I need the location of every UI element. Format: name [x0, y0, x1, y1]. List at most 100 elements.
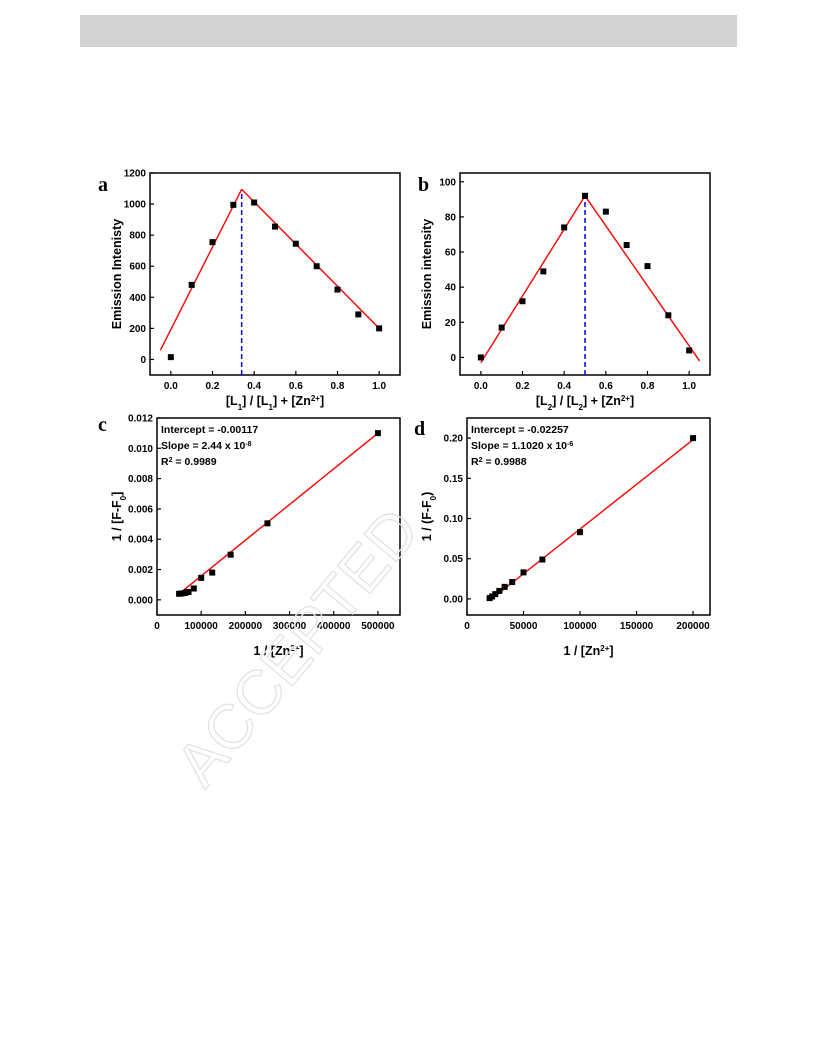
data-point: [577, 529, 584, 536]
fit-annotation: Intercept = -0.00117: [161, 424, 258, 436]
data-point: [496, 587, 503, 594]
fit-annotation: Intercept = -0.02257: [471, 424, 569, 436]
x-tick-label: 0.6: [599, 381, 613, 392]
x-tick-label: 200000: [229, 621, 263, 632]
data-point: [644, 263, 651, 270]
x-tick-label: 0: [464, 621, 470, 632]
y-tick-label: 600: [129, 262, 146, 273]
data-point: [178, 590, 185, 597]
x-tick-label: 0.0: [474, 381, 488, 392]
fit-line: [178, 432, 379, 595]
y-tick-label: 0.002: [128, 565, 153, 576]
x-axis-label: 1 / [Zn2+]: [563, 644, 613, 659]
fit-line: [241, 188, 380, 329]
data-point: [198, 574, 205, 581]
fit-annotation: R2 = 0.9989: [161, 456, 217, 468]
y-tick-label: 0.008: [128, 474, 153, 485]
y-tick-label: 0.05: [444, 554, 464, 565]
data-point: [519, 298, 526, 305]
x-tick-label: 0.2: [206, 381, 220, 392]
chart-c: 0 100000 200000 300000 400000 500000 0.000 0.00…: [110, 414, 401, 659]
x-tick-label: 300000: [273, 621, 307, 632]
chart-a: 0.0 0.2 0.4 0.6 0.8 1.0 0 200 400 600 800 1000 1200 […: [110, 169, 401, 410]
chart-b: 0.0 0.2 0.4 0.6 0.8 1.0 0 20 40 60 80 100 [L2] / [L2…: [420, 172, 711, 411]
data-point: [665, 312, 672, 319]
data-point: [227, 551, 234, 558]
plot-frame: [149, 172, 401, 376]
y-tick-label: 20: [445, 318, 457, 329]
x-tick-label: 200000: [676, 621, 710, 632]
y-tick-label: 0.00: [444, 594, 464, 605]
data-point: [623, 242, 630, 249]
y-tick-label: 400: [129, 293, 146, 304]
x-tick-label: 1.0: [372, 381, 386, 392]
data-point: [264, 520, 271, 527]
x-tick-label: 0.8: [331, 381, 345, 392]
y-tick-label: 1200: [124, 169, 147, 180]
x-tick-label: 0.6: [289, 381, 303, 392]
y-tick-label: 60: [445, 248, 457, 259]
data-point: [690, 435, 697, 442]
x-axis-label: 1 / [Zn2+]: [253, 644, 303, 659]
data-point: [492, 591, 499, 598]
fit-annotation: Slope = 2.44 x 10-8: [161, 440, 252, 452]
data-point: [313, 263, 320, 270]
y-tick-label: 0.010: [128, 444, 153, 455]
y-tick-label: 100: [439, 177, 456, 188]
header-bar: [80, 15, 737, 47]
data-point: [230, 201, 237, 208]
x-tick-label: 150000: [620, 621, 654, 632]
data-point: [602, 208, 609, 215]
x-tick-label: 100000: [184, 621, 218, 632]
panel-label-a: a: [98, 174, 108, 196]
plot-frame: [156, 417, 401, 616]
y-tick-label: 0.004: [128, 535, 153, 546]
x-tick-label: 0: [154, 621, 160, 632]
x-axis-label: [L2] / [L2] + [Zn2+]: [536, 394, 634, 411]
plot-frame: [466, 417, 711, 616]
data-point: [498, 324, 505, 331]
data-point: [251, 199, 258, 206]
y-tick-label: 0.012: [128, 414, 153, 425]
data-point: [540, 268, 547, 275]
fit-line: [159, 188, 243, 351]
y-tick-label: 0.20: [444, 434, 464, 445]
fit-line: [584, 195, 701, 362]
y-tick-label: 0.000: [128, 595, 153, 606]
data-point: [561, 224, 568, 231]
data-point: [686, 347, 693, 354]
y-tick-label: 200: [129, 324, 146, 335]
panel-label-b: b: [418, 174, 430, 196]
y-tick-label: 80: [445, 212, 457, 223]
fit-annotation: Slope = 1.1020 x 10-6: [471, 440, 573, 452]
data-point: [185, 588, 192, 595]
data-point: [355, 311, 362, 318]
y-axis-label: Emission intensity: [420, 219, 434, 329]
data-point: [582, 192, 588, 199]
data-point: [539, 556, 546, 563]
data-point: [489, 593, 496, 600]
data-point: [292, 240, 299, 247]
data-point: [190, 585, 197, 592]
y-tick-label: 0.15: [444, 474, 464, 485]
data-point: [520, 569, 527, 576]
data-point: [188, 281, 195, 288]
y-axis-label: 1 / (F-F0): [420, 492, 438, 542]
fit-line: [480, 195, 586, 364]
panel-label-c: c: [98, 414, 107, 436]
x-tick-label: 0.0: [164, 381, 178, 392]
data-point: [334, 286, 341, 293]
y-tick-label: 1000: [124, 200, 147, 211]
data-point: [477, 354, 484, 361]
data-point: [374, 430, 381, 437]
data-point: [209, 239, 216, 246]
y-axis-label: 1 / [F-F0]: [110, 492, 128, 542]
y-tick-label: 0.006: [128, 504, 153, 515]
x-tick-label: 400000: [317, 621, 351, 632]
fit-annotation: R2 = 0.9988: [471, 456, 527, 468]
y-tick-label: 40: [445, 283, 457, 294]
data-point: [509, 579, 516, 586]
data-point: [272, 223, 278, 230]
data-point: [376, 325, 383, 332]
x-tick-label: 0.4: [247, 381, 261, 392]
